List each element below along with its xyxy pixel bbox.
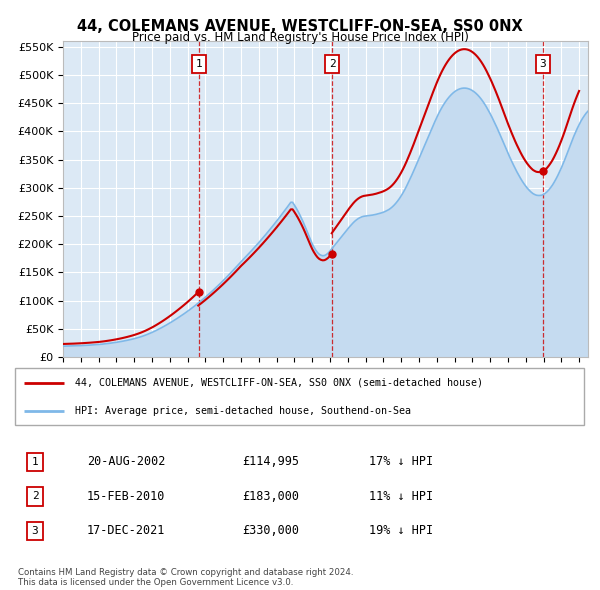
- Text: Contains HM Land Registry data © Crown copyright and database right 2024.
This d: Contains HM Land Registry data © Crown c…: [18, 568, 353, 587]
- Text: 20-AUG-2002: 20-AUG-2002: [87, 455, 165, 468]
- Text: 19% ↓ HPI: 19% ↓ HPI: [369, 525, 433, 537]
- Text: 44, COLEMANS AVENUE, WESTCLIFF-ON-SEA, SS0 0NX (semi-detached house): 44, COLEMANS AVENUE, WESTCLIFF-ON-SEA, S…: [76, 378, 484, 388]
- Text: 3: 3: [539, 59, 546, 69]
- Text: 3: 3: [32, 526, 38, 536]
- Text: £114,995: £114,995: [242, 455, 299, 468]
- Text: 2: 2: [329, 59, 335, 69]
- Text: 11% ↓ HPI: 11% ↓ HPI: [369, 490, 433, 503]
- Text: £330,000: £330,000: [242, 525, 299, 537]
- Text: 1: 1: [196, 59, 202, 69]
- Text: HPI: Average price, semi-detached house, Southend-on-Sea: HPI: Average price, semi-detached house,…: [76, 406, 412, 416]
- Text: 2: 2: [32, 491, 38, 502]
- Text: 17-DEC-2021: 17-DEC-2021: [87, 525, 165, 537]
- Text: 1: 1: [32, 457, 38, 467]
- Text: £183,000: £183,000: [242, 490, 299, 503]
- Text: 44, COLEMANS AVENUE, WESTCLIFF-ON-SEA, SS0 0NX: 44, COLEMANS AVENUE, WESTCLIFF-ON-SEA, S…: [77, 19, 523, 34]
- FancyBboxPatch shape: [15, 368, 584, 425]
- Text: 15-FEB-2010: 15-FEB-2010: [87, 490, 165, 503]
- Text: 17% ↓ HPI: 17% ↓ HPI: [369, 455, 433, 468]
- Text: Price paid vs. HM Land Registry's House Price Index (HPI): Price paid vs. HM Land Registry's House …: [131, 31, 469, 44]
